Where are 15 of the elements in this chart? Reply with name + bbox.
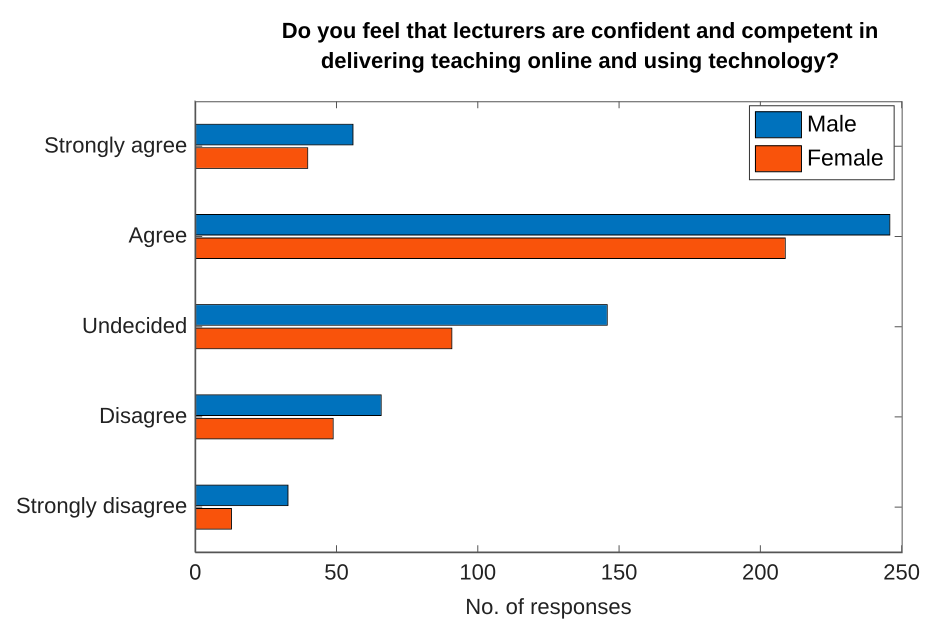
y-tick-label: Strongly agree	[44, 132, 188, 158]
x-tick-label: 200	[742, 559, 779, 584]
x-tick-label: 50	[324, 559, 349, 584]
legend-label: Male	[806, 110, 857, 137]
y-tick-label: Undecided	[82, 312, 188, 338]
x-tick-label: 100	[459, 559, 496, 584]
x-axis-title: No. of responses	[465, 594, 632, 619]
legend-label: Female	[806, 144, 884, 171]
chart-title: Do you feel that lecturers are confident and competent in delivering teaching online and using technology?	[280, 17, 880, 75]
y-tick-label: Strongly disagree	[16, 493, 188, 518]
x-tick-label: 250	[883, 559, 920, 584]
x-tick-label: 150	[600, 559, 638, 584]
y-tick-label: Disagree	[99, 402, 188, 428]
y-tick-label: Agree	[128, 222, 188, 248]
x-tick-label: 0	[189, 559, 202, 584]
